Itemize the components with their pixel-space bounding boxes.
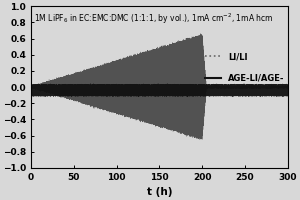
Text: 1M LiPF$_6$ in EC:EMC:DMC (1:1:1, by vol.), 1mA cm$^{-2}$, 1mA hcm: 1M LiPF$_6$ in EC:EMC:DMC (1:1:1, by vol… xyxy=(34,11,273,26)
Legend: LI/LI, AGE-LI/AGE-: LI/LI, AGE-LI/AGE- xyxy=(201,49,288,86)
X-axis label: t (h): t (h) xyxy=(147,187,172,197)
